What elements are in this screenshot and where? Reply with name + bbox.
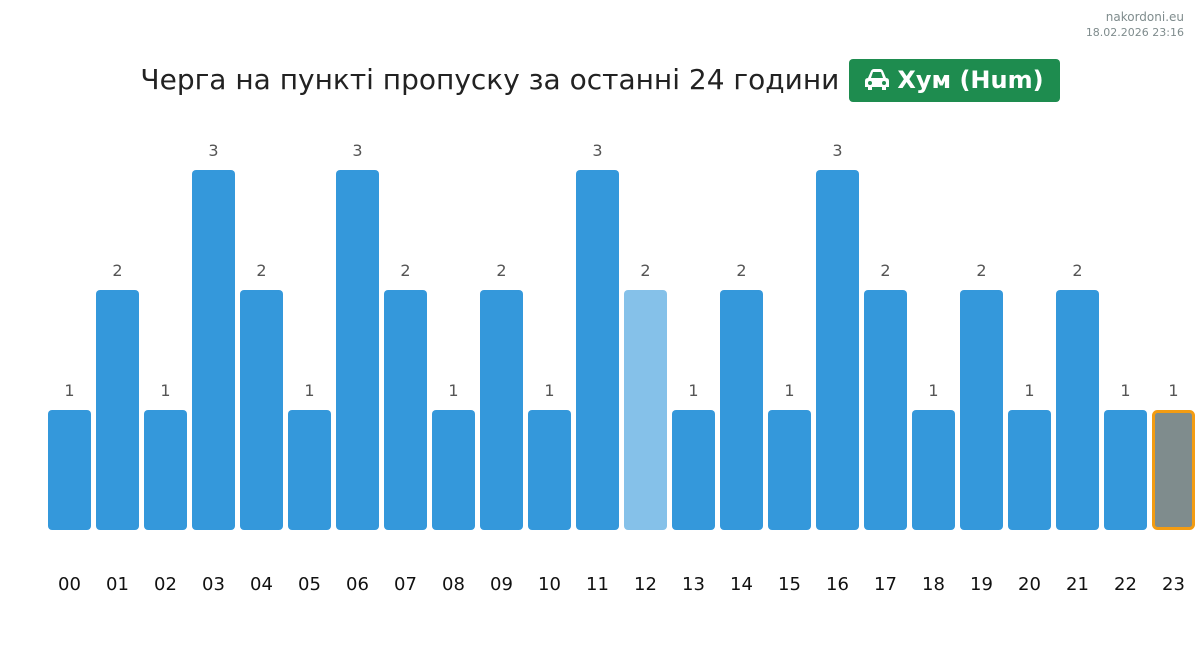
x-tick-01: 01	[106, 574, 129, 595]
x-tick-22: 22	[1114, 574, 1137, 595]
site-info: nakordoni.eu 18.02.2026 23:16	[1086, 10, 1184, 40]
bar-00[interactable]	[48, 410, 91, 530]
bar-08[interactable]	[432, 410, 475, 530]
bar-05[interactable]	[288, 410, 331, 530]
bar-11[interactable]	[576, 170, 619, 530]
value-label-16: 3	[832, 141, 842, 160]
x-tick-00: 00	[58, 574, 81, 595]
value-label-09: 2	[496, 261, 506, 280]
bar-04[interactable]	[240, 290, 283, 530]
x-tick-19: 19	[970, 574, 993, 595]
site-name[interactable]: nakordoni.eu	[1105, 10, 1184, 24]
bar-02[interactable]	[144, 410, 187, 530]
x-tick-09: 09	[490, 574, 513, 595]
x-tick-07: 07	[394, 574, 417, 595]
bar-16[interactable]	[816, 170, 859, 530]
value-label-13: 1	[688, 381, 698, 400]
value-label-04: 2	[256, 261, 266, 280]
value-label-17: 2	[880, 261, 890, 280]
value-label-23: 1	[1168, 381, 1178, 400]
border-crossing-badge: Хум (Hum)	[849, 58, 1060, 102]
bar-19[interactable]	[960, 290, 1003, 530]
x-tick-14: 14	[730, 574, 753, 595]
x-tick-23: 23	[1162, 574, 1185, 595]
value-label-10: 1	[544, 381, 554, 400]
bar-21[interactable]	[1056, 290, 1099, 530]
x-tick-13: 13	[682, 574, 705, 595]
value-label-20: 1	[1024, 381, 1034, 400]
bar-current-hour[interactable]	[1152, 410, 1195, 530]
bar-15[interactable]	[768, 410, 811, 530]
bar-12[interactable]	[624, 290, 667, 530]
x-tick-12: 12	[634, 574, 657, 595]
bar-01[interactable]	[96, 290, 139, 530]
bar-06[interactable]	[336, 170, 379, 530]
x-tick-16: 16	[826, 574, 849, 595]
bar-20[interactable]	[1008, 410, 1051, 530]
title-row: Черга на пункті пропуску за останні 24 г…	[0, 58, 1200, 102]
x-tick-11: 11	[586, 574, 609, 595]
chart-title: Черга на пункті пропуску за останні 24 г…	[140, 63, 840, 96]
value-label-08: 1	[448, 381, 458, 400]
x-tick-20: 20	[1018, 574, 1041, 595]
car-icon	[865, 69, 890, 90]
value-label-12: 2	[640, 261, 650, 280]
badge-label: Хум (Hum)	[897, 66, 1044, 94]
value-label-03: 3	[208, 141, 218, 160]
timestamp: 18.02.2026 23:16	[1085, 26, 1184, 39]
value-label-18: 1	[928, 381, 938, 400]
value-label-00: 1	[64, 381, 74, 400]
value-label-14: 2	[736, 261, 746, 280]
bar-09[interactable]	[480, 290, 523, 530]
x-tick-17: 17	[874, 574, 897, 595]
x-tick-02: 02	[154, 574, 177, 595]
value-label-19: 2	[976, 261, 986, 280]
bar-18[interactable]	[912, 410, 955, 530]
x-tick-18: 18	[922, 574, 945, 595]
value-label-15: 1	[784, 381, 794, 400]
value-label-05: 1	[304, 381, 314, 400]
x-tick-03: 03	[202, 574, 225, 595]
bar-03[interactable]	[192, 170, 235, 530]
x-tick-15: 15	[778, 574, 801, 595]
value-label-01: 2	[112, 261, 122, 280]
value-label-22: 1	[1120, 381, 1130, 400]
bar-14[interactable]	[720, 290, 763, 530]
bar-17[interactable]	[864, 290, 907, 530]
x-tick-21: 21	[1066, 574, 1089, 595]
value-label-07: 2	[400, 261, 410, 280]
x-tick-06: 06	[346, 574, 369, 595]
x-tick-05: 05	[298, 574, 321, 595]
bar-07[interactable]	[384, 290, 427, 530]
bar-13[interactable]	[672, 410, 715, 530]
bar-22[interactable]	[1104, 410, 1147, 530]
value-label-06: 3	[352, 141, 362, 160]
bar-10[interactable]	[528, 410, 571, 530]
x-tick-04: 04	[250, 574, 273, 595]
value-label-21: 2	[1072, 261, 1082, 280]
x-tick-08: 08	[442, 574, 465, 595]
value-label-11: 3	[592, 141, 602, 160]
x-tick-10: 10	[538, 574, 561, 595]
value-label-02: 1	[160, 381, 170, 400]
